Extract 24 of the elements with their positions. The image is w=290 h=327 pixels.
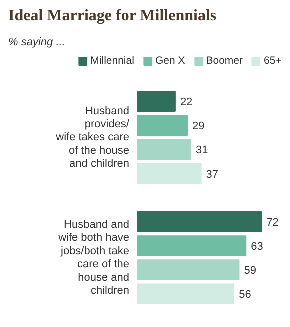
legend-label: Boomer <box>206 55 243 67</box>
legend-label: Millennial <box>90 55 134 67</box>
bar <box>137 260 240 280</box>
text: % saying ... <box>8 36 66 48</box>
data-label: 31 <box>196 144 208 157</box>
bar <box>137 284 235 304</box>
chart-title: Ideal Marriage for Millennials <box>8 8 217 24</box>
data-label: 59 <box>244 265 256 278</box>
data-label: 72 <box>266 216 279 229</box>
bar <box>137 236 247 256</box>
data-label: 22 <box>180 96 193 109</box>
bar <box>137 91 176 112</box>
legend-label: Gen X <box>155 55 186 67</box>
data-label: 37 <box>206 168 219 181</box>
bar <box>137 139 192 160</box>
bar <box>137 163 202 184</box>
legend-label: 65+ <box>264 55 283 67</box>
y-tick-label: Husband and wife both have jobs/both take care of the house and children <box>58 218 130 297</box>
data-label: 63 <box>251 240 264 253</box>
bar <box>137 212 262 232</box>
y-tick-label: Husband provides/ wife takes care of the house and children <box>55 105 130 170</box>
data-label: 29 <box>192 120 205 133</box>
bar <box>137 115 188 136</box>
data-label: 56 <box>239 289 252 302</box>
